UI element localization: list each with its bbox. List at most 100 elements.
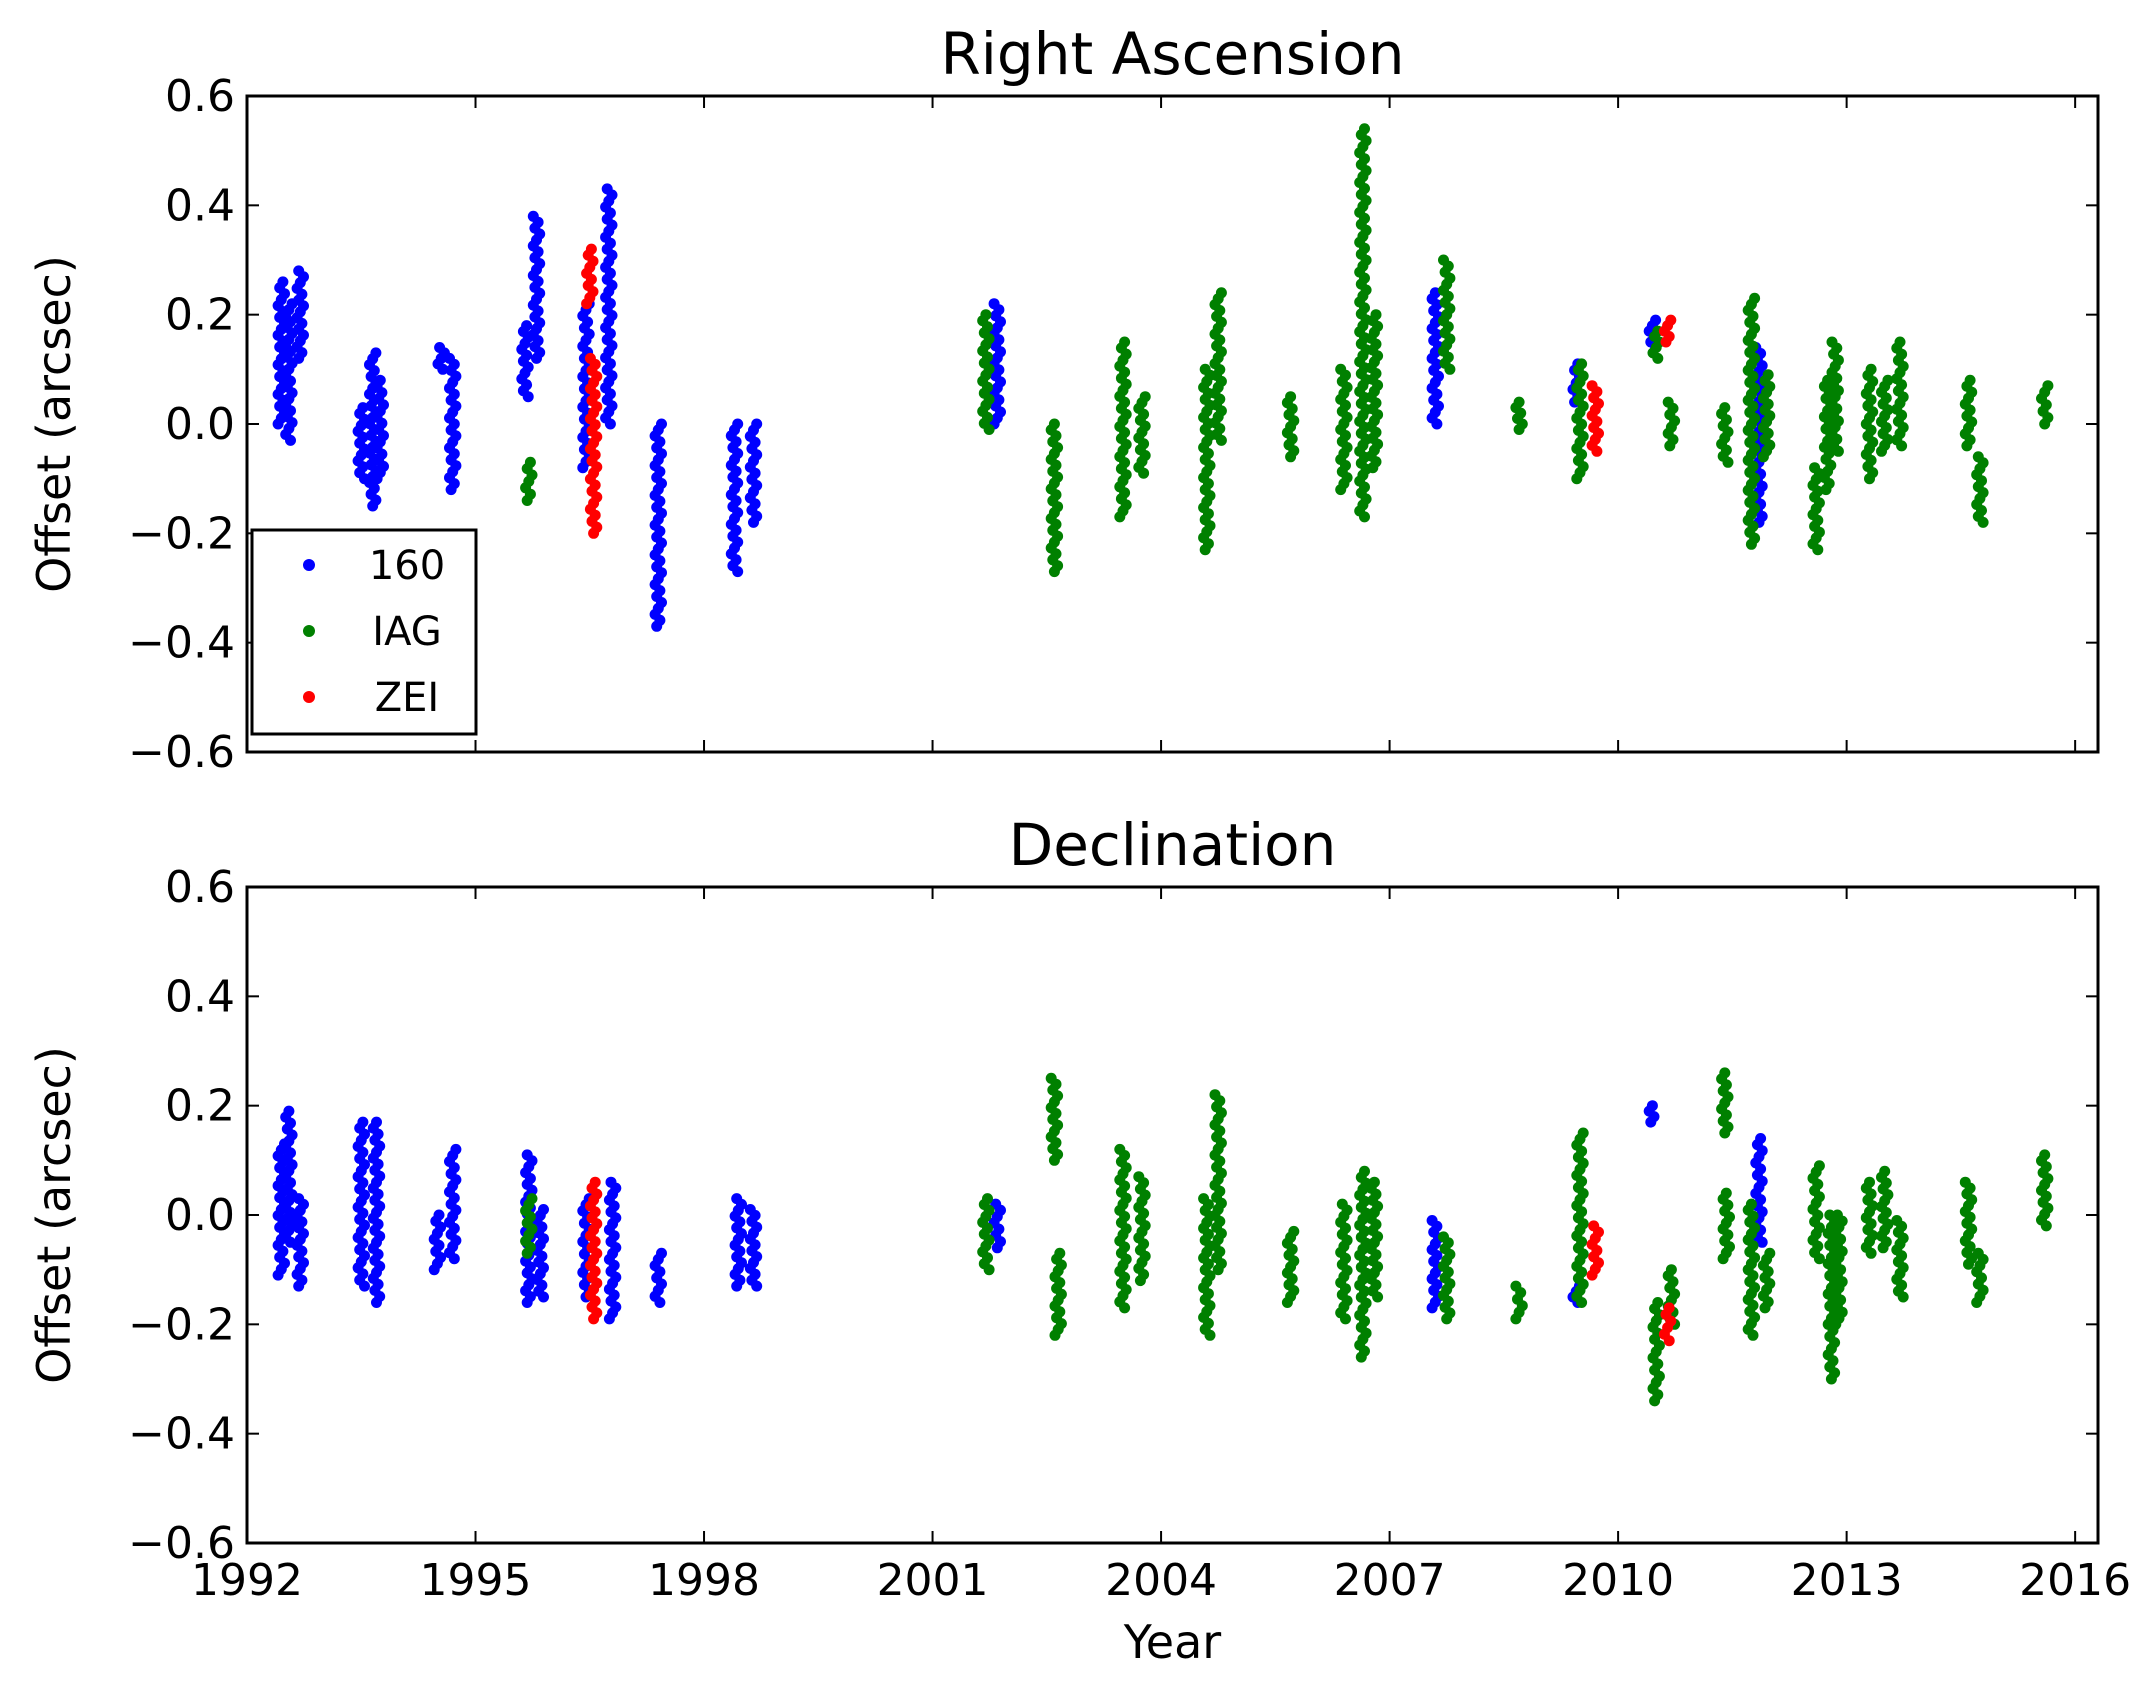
x-tick-label: 2001	[877, 1555, 989, 1606]
data-point	[371, 1116, 382, 1128]
y-tick-label: 0.0	[165, 399, 235, 450]
point-cluster	[1510, 396, 1528, 435]
point-cluster	[1281, 391, 1300, 463]
data-point	[1809, 462, 1821, 474]
data-point	[434, 342, 446, 353]
data-point	[1864, 1176, 1875, 1188]
point-cluster	[1860, 363, 1879, 485]
point-cluster	[1365, 309, 1384, 474]
data-point	[1652, 1297, 1664, 1308]
point-cluster	[1335, 363, 1353, 496]
point-cluster	[1876, 1165, 1894, 1254]
point-cluster	[1045, 1072, 1064, 1166]
data-point	[589, 1176, 601, 1188]
point-cluster	[432, 342, 450, 375]
point-cluster	[1049, 1247, 1067, 1341]
legend-marker	[303, 691, 315, 703]
point-cluster	[1891, 1215, 1909, 1303]
y-tick-label: −0.4	[128, 1409, 235, 1460]
y-tick-label: 0.6	[165, 71, 235, 122]
point-cluster	[1971, 451, 1989, 528]
data-point	[2042, 380, 2054, 392]
point-cluster	[1716, 1067, 1734, 1139]
point-cluster	[1209, 1089, 1227, 1276]
data-point	[374, 374, 386, 386]
data-point	[1336, 1198, 1348, 1210]
point-cluster	[581, 243, 599, 310]
point-cluster	[744, 418, 763, 528]
point-cluster	[371, 374, 389, 485]
data-point	[450, 1143, 462, 1155]
point-cluster	[531, 1204, 549, 1303]
data-point	[1119, 336, 1131, 348]
point-cluster	[977, 309, 995, 435]
point-cluster	[444, 352, 462, 496]
data-point	[1972, 451, 1984, 463]
data-point	[751, 418, 763, 430]
data-point	[1865, 363, 1877, 375]
point-cluster	[1426, 287, 1444, 430]
series-zei	[581, 243, 1677, 539]
panel-right-ascension: 0.6 0.4 0.2 0.0 −0.2 −0.4 −0.6 Right Ascension O…	[27, 20, 2100, 778]
x-tick-label: 2007	[1334, 1555, 1446, 1606]
point-cluster	[1860, 1176, 1879, 1259]
data-point	[1762, 369, 1774, 381]
data-point	[1891, 1215, 1903, 1226]
data-point	[527, 210, 539, 222]
y-axis-label: Offset (arcsec)	[27, 1046, 81, 1384]
point-cluster	[428, 1209, 447, 1276]
data-point	[1879, 1165, 1891, 1177]
data-point	[1438, 254, 1449, 266]
point-cluster	[1133, 1171, 1151, 1287]
series-160	[272, 1100, 1768, 1325]
point-cluster	[1717, 1187, 1735, 1265]
data-point	[370, 347, 382, 359]
data-point	[1285, 391, 1297, 403]
data-point	[1368, 1176, 1380, 1188]
point-cluster	[1662, 396, 1681, 452]
data-point	[731, 1193, 743, 1205]
point-cluster	[1757, 369, 1776, 463]
point-cluster	[1365, 1176, 1384, 1303]
point-cluster	[1438, 1231, 1456, 1325]
data-point	[2039, 1149, 2051, 1161]
data-point	[283, 1105, 295, 1117]
point-cluster	[649, 418, 667, 632]
point-cluster	[520, 1193, 538, 1259]
data-point	[357, 402, 369, 414]
point-cluster	[1716, 402, 1734, 468]
point-cluster	[1971, 1247, 1989, 1308]
data-point	[526, 1193, 538, 1205]
data-point	[1048, 418, 1060, 430]
data-point	[1513, 396, 1525, 408]
point-cluster	[1335, 1198, 1353, 1325]
point-cluster	[1114, 336, 1132, 523]
data-point	[1510, 1280, 1522, 1292]
y-tick-label: 0.2	[165, 1081, 235, 1132]
point-cluster	[1807, 1160, 1825, 1265]
y-tick-label: −0.6	[128, 727, 235, 778]
data-point	[732, 418, 744, 430]
x-tick-label: 1998	[648, 1555, 760, 1606]
point-cluster	[280, 1105, 298, 1248]
data-point	[1719, 402, 1731, 414]
point-cluster	[1571, 358, 1589, 485]
data-point	[521, 1149, 533, 1161]
data-point	[277, 276, 289, 288]
series-iag	[520, 123, 2054, 578]
point-cluster	[1426, 1215, 1444, 1314]
data-point	[1826, 336, 1838, 348]
data-point	[1045, 1072, 1057, 1084]
point-cluster	[1750, 1133, 1768, 1248]
data-point	[1663, 1302, 1675, 1314]
data-point	[1665, 1264, 1677, 1276]
data-point	[444, 352, 455, 364]
data-point	[1646, 1100, 1658, 1112]
point-cluster	[1757, 1247, 1776, 1314]
data-point	[1894, 336, 1906, 348]
point-cluster	[1959, 1176, 1978, 1270]
legend-label: ZEI	[375, 675, 439, 721]
x-tick-label: 2013	[1791, 1555, 1903, 1606]
point-cluster	[988, 298, 1006, 430]
